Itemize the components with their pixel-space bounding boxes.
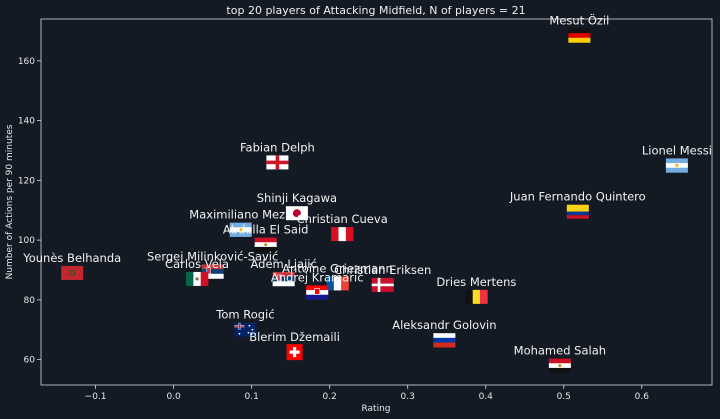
point-label: Juan Fernando Quintero [509,190,646,204]
argentina-flag-icon [229,222,252,237]
france-flag-icon [326,276,349,291]
data-points: Mesut Özil Lionel Messi Fabian Delph Juan F… [22,11,712,373]
point-label: Maximiliano Meza [189,208,292,222]
point-label: Abdalla El Said [223,223,309,237]
england-flag-icon [266,155,289,170]
plot-area: −0.1 0.0 0.1 0.2 0.3 0.4 0.5 0.6 60 80 100 120 140 1… [18,11,713,402]
x-axis-title: Rating [361,404,390,414]
y-tick-label: 60 [24,356,36,366]
y-axis: 60 80 100 120 140 160 [18,57,41,366]
x-tick-label: 0.5 [557,392,571,402]
y-tick-label: 80 [24,296,36,306]
point-label: Tom Rogić [215,308,274,322]
japan-flag-icon [285,206,308,221]
data-point: Sergej Milinković-Savić [147,249,278,279]
belgium-flag-icon [465,289,488,304]
point-label: Adem Ljajić [251,257,317,271]
australia-flag-icon [234,322,257,337]
colombia-flag-icon [566,204,589,219]
point-label: Mesut Özil [549,11,609,27]
x-axis: −0.1 0.0 0.1 0.2 0.3 0.4 0.5 0.6 [85,385,650,402]
point-label: Fabian Delph [240,140,315,154]
data-point: Christian Eriksen [334,263,431,292]
point-label: Blerim Džemaili [249,330,340,344]
data-point: Younès Belhanda [22,251,121,280]
serbia-flag-icon [201,264,224,279]
peru-flag-icon [331,227,354,242]
data-point: Mesut Özil [549,11,609,43]
point-label: Christian Cueva [297,212,388,226]
russia-flag-icon [433,333,456,348]
data-point: Juan Fernando Quintero [509,190,646,219]
data-point: Andrej Kramarić [271,270,364,300]
x-tick-label: 0.0 [166,392,181,402]
x-tick-label: 0.4 [479,392,494,402]
y-axis-title: Number of Actions per 90 minutes [5,124,15,279]
point-label: Christian Eriksen [334,263,431,277]
croatia-flag-icon [306,285,329,300]
data-point: Blerim Džemaili [249,330,340,361]
data-point: Antoine Griezmann [282,261,393,291]
point-label: Mohamed Salah [514,344,606,358]
data-point: Abdalla El Said [223,223,309,252]
data-point: Maximiliano Meza [189,208,292,237]
y-tick-label: 140 [18,117,35,127]
data-point: Shinji Kagawa [257,191,337,221]
point-label: Andrej Kramarić [271,270,364,284]
plot-frame [40,18,713,386]
y-tick-label: 100 [18,236,35,246]
egypt-flag-icon [254,237,277,252]
data-point: Aleksandr Golovin [392,318,497,348]
data-point: Fabian Delph [240,140,315,170]
chart-title: top 20 players of Attacking Midfield, N … [226,4,525,17]
point-label: Carlos Vela [165,257,229,271]
x-tick-label: 0.3 [401,392,415,402]
data-point: Christian Cueva [297,212,388,242]
germany-flag-icon [568,28,591,43]
point-label: Aleksandr Golovin [392,318,496,332]
y-tick-label: 160 [18,57,35,67]
data-point: Dries Mertens [436,275,516,304]
denmark-flag-icon [371,277,394,292]
x-tick-label: 0.2 [323,392,337,402]
point-label: Lionel Messi [642,143,712,157]
y-tick-label: 120 [18,176,35,186]
switzerland-flag-icon [286,344,303,361]
data-point: Tom Rogić [215,308,275,337]
x-tick-label: −0.1 [85,392,107,402]
mexico-flag-icon [186,271,209,286]
argentina-flag-icon [665,158,688,173]
data-point: Carlos Vela [165,257,229,286]
egypt-flag-icon [548,358,571,373]
point-label: Antoine Griezmann [282,261,393,275]
point-label: Sergej Milinković-Savić [147,249,278,263]
x-tick-label: 0.1 [244,392,258,402]
data-point: Adem Ljajić [251,257,317,287]
data-point: Mohamed Salah [514,344,606,373]
x-tick-label: 0.6 [635,392,650,402]
morocco-flag-icon [61,265,84,280]
point-label: Dries Mertens [436,275,516,289]
data-point: Lionel Messi [642,143,712,173]
point-label: Younès Belhanda [22,251,121,265]
serbia-flag-icon [272,271,295,287]
point-label: Shinji Kagawa [257,191,337,205]
